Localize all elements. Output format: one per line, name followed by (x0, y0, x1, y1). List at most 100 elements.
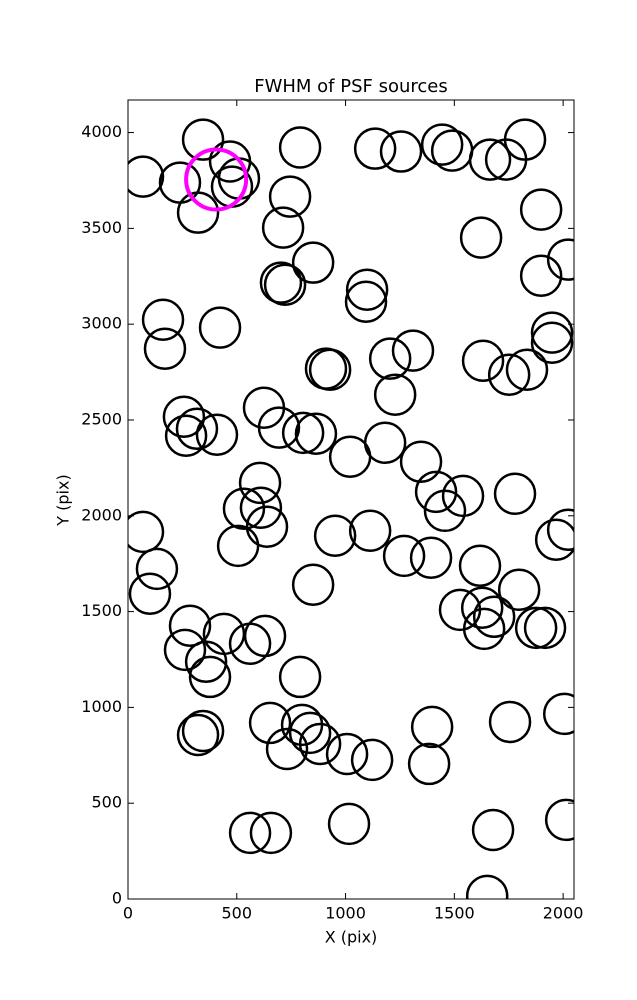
psf-source (281, 411, 325, 455)
psf-source (184, 640, 228, 684)
psf-source (158, 161, 202, 204)
plot-area (128, 118, 574, 899)
psf-source (278, 655, 322, 699)
psf-source (248, 701, 292, 745)
psf-source (497, 568, 541, 611)
y-tick-label: 500 (91, 793, 122, 812)
psf-source (243, 614, 287, 658)
psf-source (344, 280, 388, 324)
psf-source (128, 510, 165, 554)
y-tick-label: 3000 (81, 314, 122, 333)
psf-source (128, 155, 165, 198)
y-tick-label: 4000 (81, 122, 122, 141)
psf-source (181, 118, 225, 161)
psf-source (505, 348, 549, 392)
x-tick-label: 0 (123, 904, 133, 923)
psf-source (348, 509, 392, 552)
psf-source (391, 329, 435, 372)
psf-source (423, 489, 467, 533)
psf-source (468, 138, 512, 181)
psf-source (458, 544, 502, 588)
x-tick-label: 1500 (434, 904, 475, 923)
psf-source (503, 118, 547, 161)
psf-source (544, 798, 574, 842)
psf-source (176, 191, 220, 234)
psf-source (291, 241, 335, 284)
psf-source (257, 406, 301, 449)
highlight-source (184, 147, 249, 212)
psf-source (313, 514, 357, 557)
psf-source (441, 474, 485, 518)
psf-source (238, 461, 282, 505)
psf-source (259, 261, 303, 304)
plot-frame (127, 99, 575, 900)
y-axis-label: Y (pix) (54, 474, 73, 526)
psf-source (168, 604, 212, 648)
psf-source (228, 811, 272, 855)
psf-source (195, 413, 239, 456)
psf-source (239, 486, 283, 529)
psf-source (410, 705, 454, 749)
psf-source (128, 572, 172, 616)
psf-source (530, 311, 574, 354)
psf-source (471, 808, 515, 852)
psf-source (294, 412, 338, 456)
psf-source (363, 421, 407, 465)
psf-source (534, 518, 574, 561)
psf-source (430, 129, 474, 172)
psf-source (304, 347, 348, 390)
psf-source (265, 727, 309, 771)
psf-source (175, 407, 219, 451)
psf-source (308, 348, 352, 392)
psf-source (164, 414, 208, 457)
psf-source (202, 612, 246, 656)
psf-source (542, 692, 574, 736)
psf-source (345, 268, 389, 311)
psf-source (407, 742, 451, 786)
psf-source (222, 487, 266, 530)
psf-source (459, 216, 503, 259)
y-tick-label: 1000 (81, 697, 122, 716)
psf-source (493, 472, 537, 516)
psf-source (162, 395, 206, 438)
psf-source (163, 628, 207, 672)
psf-source (249, 811, 293, 855)
x-axis-label: X (pix) (325, 928, 378, 947)
psf-source (420, 123, 464, 166)
psf-source (438, 588, 482, 632)
psf-source (216, 524, 260, 568)
psf-source (350, 738, 394, 782)
psf-source (488, 700, 532, 744)
psf-source (291, 563, 335, 607)
psf-source (519, 188, 563, 231)
psf-source (546, 508, 574, 552)
psf-source (353, 127, 397, 170)
psf-source (472, 595, 516, 639)
psf-source (530, 321, 574, 365)
psf-source (278, 126, 322, 169)
psf-source (487, 353, 531, 397)
psf-source (268, 175, 312, 218)
psf-source (198, 306, 242, 349)
psf-source (325, 732, 369, 776)
psf-source (373, 373, 417, 416)
psf-source (176, 713, 220, 757)
psf-source (288, 711, 332, 755)
psf-source (514, 606, 558, 650)
psf-source (298, 722, 342, 766)
chart-title: FWHM of PSF sources (254, 76, 448, 97)
y-tick-label: 0 (112, 889, 122, 908)
psf-source (143, 327, 187, 370)
psf-source (228, 622, 272, 666)
psf-source (141, 298, 185, 342)
psf-source (188, 655, 232, 699)
psf-source (523, 606, 567, 650)
psf-source (181, 709, 225, 753)
psf-source (461, 339, 505, 383)
x-tick-label: 2000 (543, 904, 584, 923)
y-tick-label: 2500 (81, 409, 122, 428)
psf-source (382, 534, 426, 578)
psf-source (546, 238, 574, 281)
y-tick-label: 2000 (81, 505, 122, 524)
psf-source (399, 440, 443, 484)
